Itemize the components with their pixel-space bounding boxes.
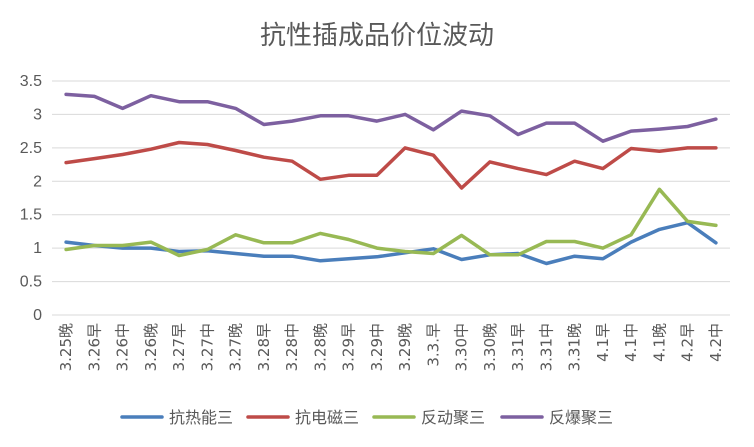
x-tick-label: 4.2中 [707, 323, 725, 362]
x-tick-label: 3.28晚 [311, 323, 329, 371]
x-tick-label: 3.28早 [255, 323, 273, 371]
x-axis-ticks: 3.25晚 3.26早 3.26中 3.26晚 3.27早 3.27中 3.27晚 3.28早… [57, 323, 725, 371]
x-tick-label: 3.27晚 [227, 323, 245, 371]
y-axis-ticks: 0 0.5 1 1.5 2 2.5 3 3.5 [20, 73, 42, 324]
x-tick-label: 3.25晚 [57, 323, 75, 371]
x-tick-label: 3.27中 [198, 323, 216, 371]
legend-item: 反爆聚三 [500, 408, 613, 427]
x-tick-label: 4.2早 [679, 323, 697, 362]
y-tick-label: 0 [33, 307, 42, 324]
series-line-3 [64, 187, 718, 258]
legend: 抗热能三 抗电磁三 反动聚三 反爆聚三 [120, 408, 613, 427]
series-lines [64, 92, 718, 266]
legend-label: 抗热能三 [169, 408, 233, 427]
y-tick-label: 2 [33, 173, 42, 190]
x-tick-label: 3.28中 [283, 323, 301, 371]
x-tick-label: 4.1晚 [650, 323, 668, 362]
x-tick-label: 4.1早 [594, 323, 612, 362]
x-tick-label: 3.31晚 [566, 323, 584, 371]
y-tick-label: 3 [33, 106, 42, 123]
legend-item: 反动聚三 [372, 408, 485, 427]
x-tick-label: 3.30晚 [481, 323, 499, 371]
x-tick-label: 3.27早 [170, 323, 188, 371]
x-tick-label: 3.31中 [537, 323, 555, 371]
legend-item: 抗热能三 [120, 408, 233, 427]
series-line-1 [64, 220, 718, 266]
legend-label: 抗电磁三 [295, 408, 359, 427]
y-tick-label: 2.5 [20, 140, 42, 157]
legend-label: 反爆聚三 [549, 408, 613, 427]
x-tick-label: 3.26中 [114, 323, 132, 371]
y-tick-label: 1 [33, 240, 42, 257]
series-line-4 [64, 92, 718, 143]
x-tick-label: 3.3.早 [424, 323, 442, 367]
legend-item: 抗电磁三 [246, 408, 359, 427]
series-line-2 [64, 140, 718, 190]
chart-title: 抗性插成品价位波动 [260, 21, 494, 51]
x-tick-label: 4.1中 [622, 323, 640, 362]
x-tick-label: 3.31早 [509, 323, 527, 371]
x-tick-label: 3.30中 [453, 323, 471, 371]
x-tick-label: 3.29晚 [396, 323, 414, 371]
x-tick-label: 3.26晚 [142, 323, 160, 371]
x-tick-label: 3.29早 [340, 323, 358, 371]
y-tick-label: 1.5 [20, 207, 42, 224]
legend-label: 反动聚三 [421, 408, 485, 427]
x-tick-label: 3.29中 [368, 323, 386, 371]
x-tick-label: 3.26早 [85, 323, 103, 371]
y-tick-label: 0.5 [20, 274, 42, 291]
y-tick-label: 3.5 [20, 73, 42, 90]
